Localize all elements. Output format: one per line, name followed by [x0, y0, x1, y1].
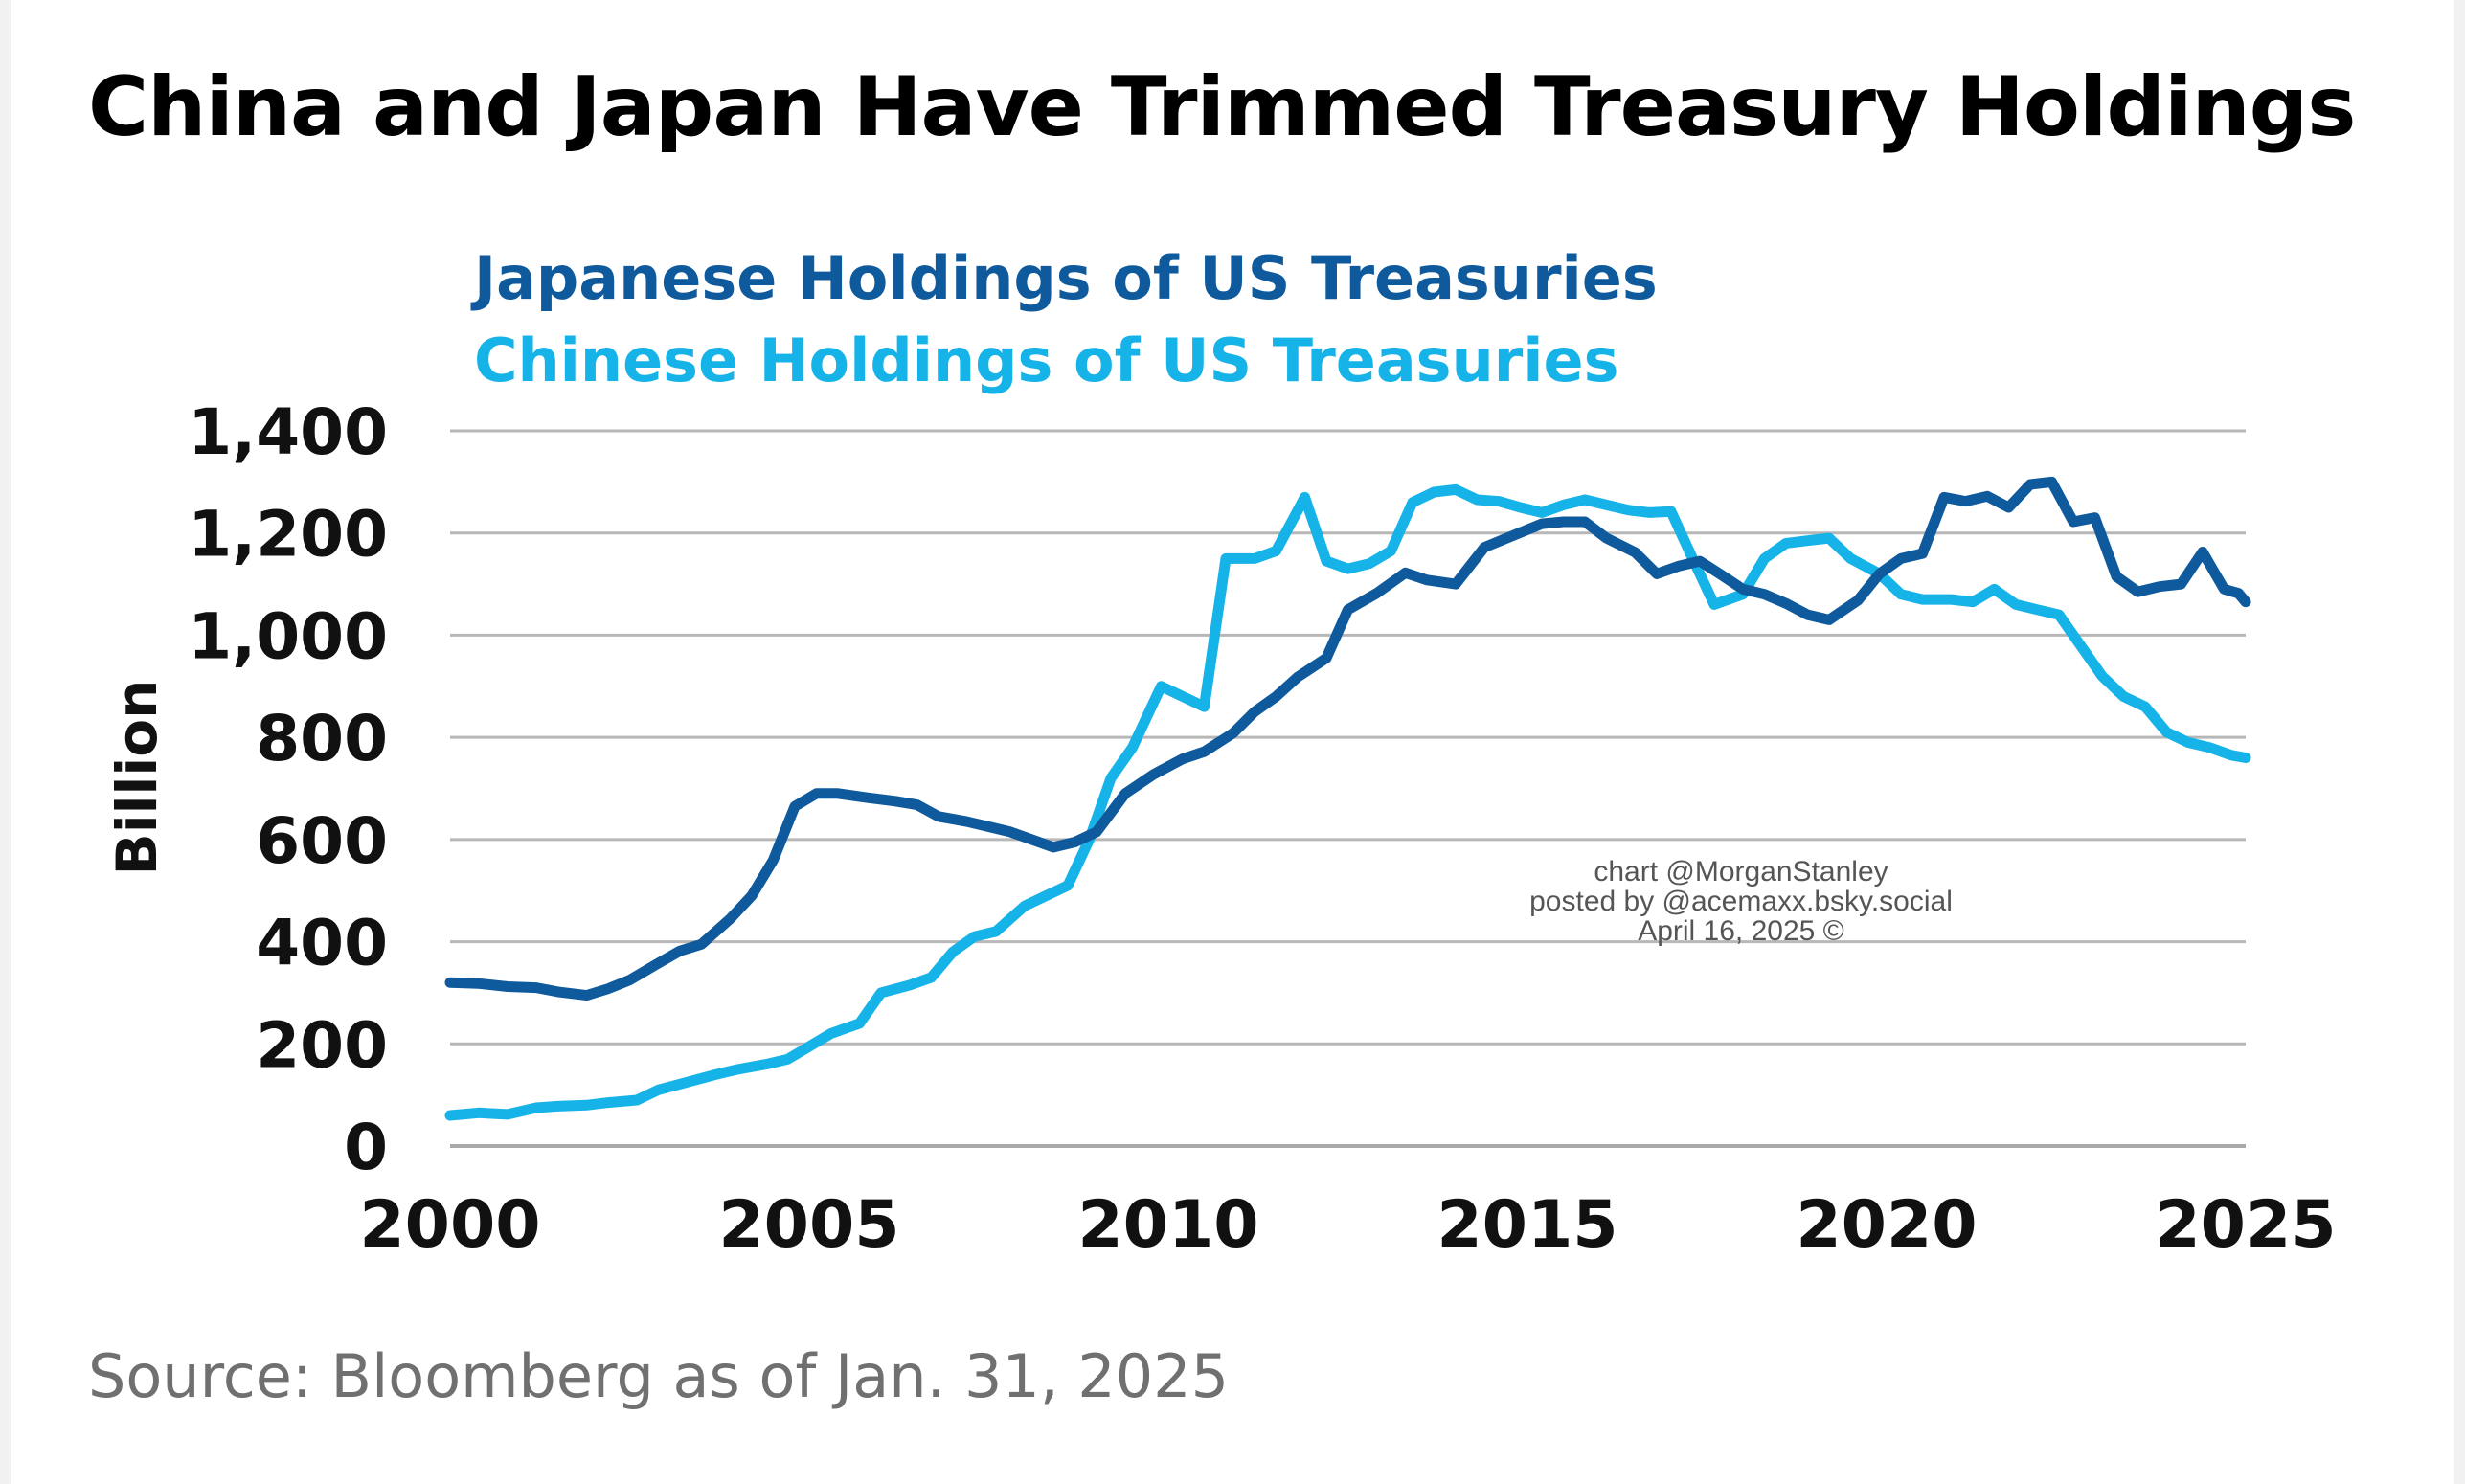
series-line-1	[444, 483, 2251, 1121]
x-tick-label: 2015	[1436, 1187, 1617, 1263]
page-title: China and Japan Have Trimmed Treasury Ho…	[88, 59, 2356, 155]
x-tick-label: 2025	[2155, 1187, 2336, 1263]
x-tick-label: 2010	[1077, 1187, 1258, 1263]
source-note: Source: Bloomberg as of Jan. 31, 2025	[88, 1341, 1230, 1411]
y-axis-label: Billion	[104, 680, 170, 876]
y-tick-label: 1,000	[188, 599, 388, 673]
x-tick-label: 2020	[1796, 1187, 1977, 1263]
watermark-line-2: April 16, 2025 ©	[1638, 915, 1844, 947]
y-tick-label: 200	[256, 1008, 388, 1082]
y-tick-label: 0	[344, 1111, 388, 1184]
chart-card	[11, 0, 2454, 1484]
series-line-0	[444, 476, 2251, 1001]
watermark-line-0: chart @MorganStanley	[1594, 856, 1888, 888]
x-tick-label: 2005	[718, 1187, 899, 1263]
axes: 0 200 400 600 800 1,000 1,200 1,400 2000 2005 2010…	[104, 395, 2337, 1263]
legend-entry-1: Chinese Holdings of US Treasuries	[474, 326, 1619, 395]
watermark-line-1: posted by @acemaxx.bsky.social	[1529, 886, 1953, 917]
gridlines	[450, 429, 2246, 1148]
y-tick-label: 600	[256, 804, 388, 878]
y-tick-label: 1,200	[188, 498, 388, 572]
y-tick-label: 1,400	[188, 395, 388, 469]
legend: Japanese Holdings of US Treasuries Chines…	[470, 243, 1658, 395]
y-tick-label: 400	[256, 907, 388, 980]
x-tick-label: 2000	[359, 1187, 540, 1263]
series	[444, 476, 2251, 1121]
legend-entry-0: Japanese Holdings of US Treasuries	[470, 243, 1658, 313]
y-tick-label: 800	[256, 702, 388, 776]
